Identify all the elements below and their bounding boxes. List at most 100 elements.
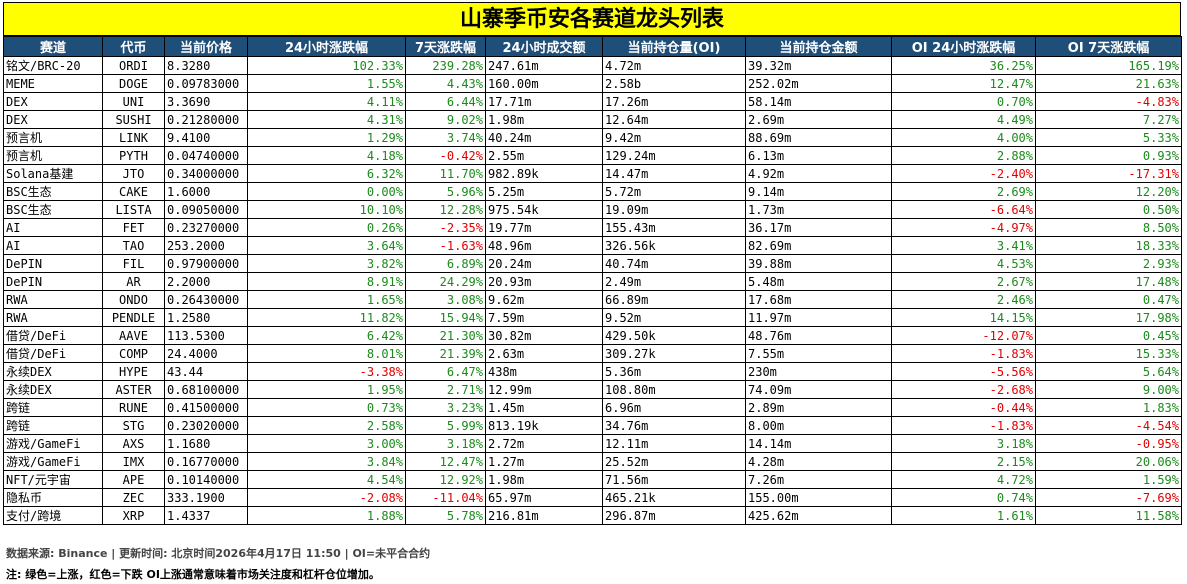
table-cell[interactable]: 25.52m	[602, 452, 746, 471]
table-cell[interactable]: UNI	[102, 92, 165, 111]
table-cell[interactable]: 17.71m	[485, 92, 603, 111]
table-cell[interactable]: DEX	[3, 110, 103, 129]
table-cell[interactable]: 12.47%	[405, 452, 486, 471]
table-cell[interactable]: 预言机	[3, 128, 103, 147]
table-cell[interactable]: 2.72m	[485, 434, 603, 453]
table-cell[interactable]: 9.62m	[485, 290, 603, 309]
table-cell[interactable]: TAO	[102, 236, 165, 255]
table-cell[interactable]: 隐私币	[3, 488, 103, 507]
table-cell[interactable]: 7.59m	[485, 308, 603, 327]
table-cell[interactable]: 0.00%	[247, 182, 406, 201]
table-cell[interactable]: 4.54%	[247, 470, 406, 489]
table-cell[interactable]: 4.53%	[891, 254, 1036, 273]
table-cell[interactable]: 129.24m	[602, 146, 746, 165]
table-cell[interactable]: PENDLE	[102, 308, 165, 327]
table-cell[interactable]: 36.17m	[745, 218, 892, 237]
table-cell[interactable]: 34.76m	[602, 416, 746, 435]
table-cell[interactable]: 2.49m	[602, 272, 746, 291]
table-cell[interactable]: 1.29%	[247, 128, 406, 147]
table-cell[interactable]: 游戏/GameFi	[3, 452, 103, 471]
table-cell[interactable]: 跨链	[3, 398, 103, 417]
table-cell[interactable]: 0.26430000	[164, 290, 248, 309]
table-cell[interactable]: 1.61%	[891, 506, 1036, 525]
table-cell[interactable]: 2.67%	[891, 272, 1036, 291]
table-cell[interactable]: -5.56%	[891, 362, 1036, 381]
table-cell[interactable]: 4.72m	[602, 56, 746, 75]
table-cell[interactable]: LISTA	[102, 200, 165, 219]
table-cell[interactable]: 21.39%	[405, 344, 486, 363]
table-cell[interactable]: FIL	[102, 254, 165, 273]
table-cell[interactable]: 0.68100000	[164, 380, 248, 399]
table-cell[interactable]: 11.97m	[745, 308, 892, 327]
table-cell[interactable]: 6.13m	[745, 146, 892, 165]
table-cell[interactable]: 19.09m	[602, 200, 746, 219]
table-cell[interactable]: 82.69m	[745, 236, 892, 255]
table-cell[interactable]: AAVE	[102, 326, 165, 345]
table-cell[interactable]: 155.00m	[745, 488, 892, 507]
table-cell[interactable]: 14.15%	[891, 308, 1036, 327]
table-cell[interactable]: 12.28%	[405, 200, 486, 219]
table-cell[interactable]: 4.72%	[891, 470, 1036, 489]
table-cell[interactable]: 5.33%	[1035, 128, 1182, 147]
table-cell[interactable]: 5.72m	[602, 182, 746, 201]
table-cell[interactable]: -2.35%	[405, 218, 486, 237]
table-cell[interactable]: 12.92%	[405, 470, 486, 489]
table-cell[interactable]: -1.63%	[405, 236, 486, 255]
table-cell[interactable]: 4.92m	[745, 164, 892, 183]
table-cell[interactable]: -2.08%	[247, 488, 406, 507]
table-cell[interactable]: DePIN	[3, 254, 103, 273]
table-cell[interactable]: AR	[102, 272, 165, 291]
table-cell[interactable]: 3.64%	[247, 236, 406, 255]
table-cell[interactable]: 11.58%	[1035, 506, 1182, 525]
table-cell[interactable]: 17.26m	[602, 92, 746, 111]
table-cell[interactable]: -1.83%	[891, 416, 1036, 435]
table-cell[interactable]: FET	[102, 218, 165, 237]
table-cell[interactable]: -0.95%	[1035, 434, 1182, 453]
table-cell[interactable]: 74.09m	[745, 380, 892, 399]
table-cell[interactable]: 58.14m	[745, 92, 892, 111]
table-cell[interactable]: 3.00%	[247, 434, 406, 453]
table-cell[interactable]: 309.27k	[602, 344, 746, 363]
table-cell[interactable]: 4.43%	[405, 74, 486, 93]
table-cell[interactable]: 20.06%	[1035, 452, 1182, 471]
table-cell[interactable]: 6.42%	[247, 326, 406, 345]
table-cell[interactable]: 6.32%	[247, 164, 406, 183]
table-cell[interactable]: 438m	[485, 362, 603, 381]
table-cell[interactable]: 9.52m	[602, 308, 746, 327]
table-cell[interactable]: 9.42m	[602, 128, 746, 147]
table-cell[interactable]: 429.50k	[602, 326, 746, 345]
table-cell[interactable]: 12.47%	[891, 74, 1036, 93]
table-cell[interactable]: DOGE	[102, 74, 165, 93]
table-cell[interactable]: 4.00%	[891, 128, 1036, 147]
column-header[interactable]: 当前持仓金额	[745, 36, 892, 57]
column-header[interactable]: OI 7天涨跌幅	[1035, 36, 1182, 57]
table-cell[interactable]: 6.47%	[405, 362, 486, 381]
table-cell[interactable]: 2.2000	[164, 272, 248, 291]
table-cell[interactable]: 8.00m	[745, 416, 892, 435]
table-cell[interactable]: 333.1900	[164, 488, 248, 507]
table-cell[interactable]: 2.63m	[485, 344, 603, 363]
table-cell[interactable]: 借贷/DeFi	[3, 326, 103, 345]
table-cell[interactable]: BSC生态	[3, 200, 103, 219]
table-cell[interactable]: -12.07%	[891, 326, 1036, 345]
table-cell[interactable]: 39.32m	[745, 56, 892, 75]
table-cell[interactable]: CAKE	[102, 182, 165, 201]
table-cell[interactable]: 5.99%	[405, 416, 486, 435]
table-cell[interactable]: 0.21280000	[164, 110, 248, 129]
table-cell[interactable]: 155.43m	[602, 218, 746, 237]
table-cell[interactable]: 8.3280	[164, 56, 248, 75]
table-cell[interactable]: 1.45m	[485, 398, 603, 417]
table-cell[interactable]: AXS	[102, 434, 165, 453]
table-cell[interactable]: 43.44	[164, 362, 248, 381]
table-cell[interactable]: 3.18%	[891, 434, 1036, 453]
table-cell[interactable]: 253.2000	[164, 236, 248, 255]
table-cell[interactable]: 1.88%	[247, 506, 406, 525]
table-cell[interactable]: 7.55m	[745, 344, 892, 363]
column-header[interactable]: OI 24小时涨跌幅	[891, 36, 1036, 57]
table-cell[interactable]: 0.09050000	[164, 200, 248, 219]
table-cell[interactable]: PYTH	[102, 146, 165, 165]
table-cell[interactable]: 48.96m	[485, 236, 603, 255]
table-cell[interactable]: 7.26m	[745, 470, 892, 489]
table-cell[interactable]: 10.10%	[247, 200, 406, 219]
table-cell[interactable]: ONDO	[102, 290, 165, 309]
